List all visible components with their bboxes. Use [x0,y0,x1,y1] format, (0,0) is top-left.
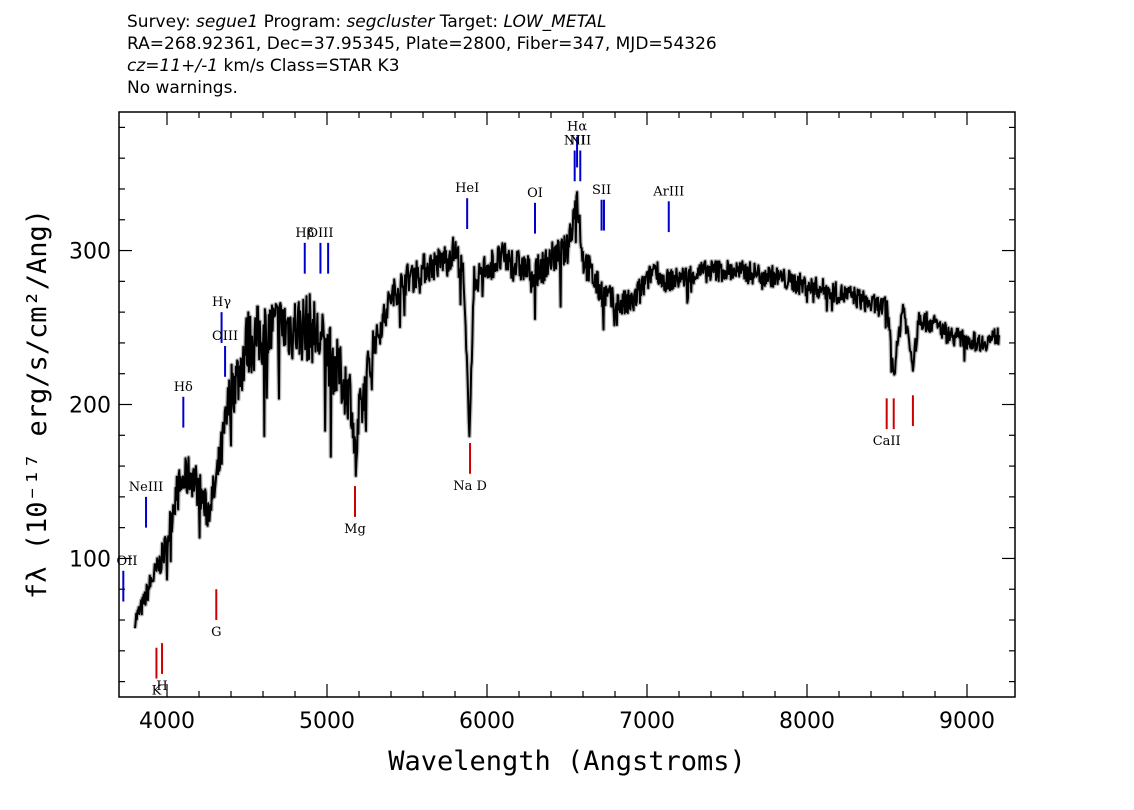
survey-value: segue1 [196,12,259,32]
line-marker-label: Hα [567,120,587,135]
line-marker-label: OIII [307,226,333,241]
redshift-value: cz=11+/-1 [127,56,219,76]
line-marker-label: Hδ [174,380,193,395]
target-label: Target: [434,12,504,32]
y-tick-label: 300 [69,240,111,265]
line-marker-label: H [156,679,167,694]
line-marker-label: ArIII [652,184,684,199]
x-tick-label: 5000 [299,709,355,734]
survey-label: Survey: [127,12,197,32]
x-tick-label: 6000 [459,709,515,734]
spectrum-line [134,191,1000,629]
y-tick-label: 200 [69,394,111,419]
line-marker-label: OI [527,186,543,201]
x-tick-label: 9000 [939,709,995,734]
spectrum-header: Survey: segue1 Program: segcluster Targe… [127,11,717,99]
plot-frame [118,111,1016,698]
svg-text:fλ (10⁻¹⁷ erg/s/cm²/Ang): fλ (10⁻¹⁷ erg/s/cm²/Ang) [22,209,53,599]
line-marker-label: HeI [455,181,479,196]
program-label: Program: [258,12,347,32]
line-marker-label: Mg [344,522,366,537]
line-marker-label: OII [117,554,138,569]
axis-ticks: 4000 5000 6000 7000 8000 9000 100 200 300 [69,112,1015,734]
x-tick-label: 7000 [619,709,675,734]
header-line-redshift: cz=11+/-1 km/s Class=STAR K3 [127,55,717,77]
x-tick-label: 8000 [779,709,835,734]
line-marker-label: NII [569,133,591,148]
line-marker-label: Hβ [295,226,314,241]
line-marker-label: NeIII [129,480,163,495]
class-value: km/s Class=STAR K3 [218,56,400,76]
header-line-survey: Survey: segue1 Program: segcluster Targe… [127,11,717,33]
line-marker-label: Na D [453,479,487,494]
line-marker-label: SII [592,183,611,198]
line-marker-label: CaII [873,434,901,449]
header-line-coordinates: RA=268.92361, Dec=37.95345, Plate=2800, … [127,34,717,54]
line-marker-label: NII [564,133,586,148]
header-line-warnings: No warnings. [127,78,238,98]
target-value: LOW_METAL [503,12,607,32]
y-tick-label: 100 [69,547,111,572]
x-tick-label: 4000 [139,709,195,734]
program-value: segcluster [346,12,435,32]
line-marker-label: Hγ [212,295,231,310]
x-axis-title: Wavelength (Angstroms) [388,746,746,777]
y-axis-title: fλ (10⁻¹⁷ erg/s/cm²/Ang) [22,209,53,599]
line-marker-label: OIII [212,329,238,344]
line-marker-label: G [211,625,221,640]
line-marker-label: K [152,684,162,699]
